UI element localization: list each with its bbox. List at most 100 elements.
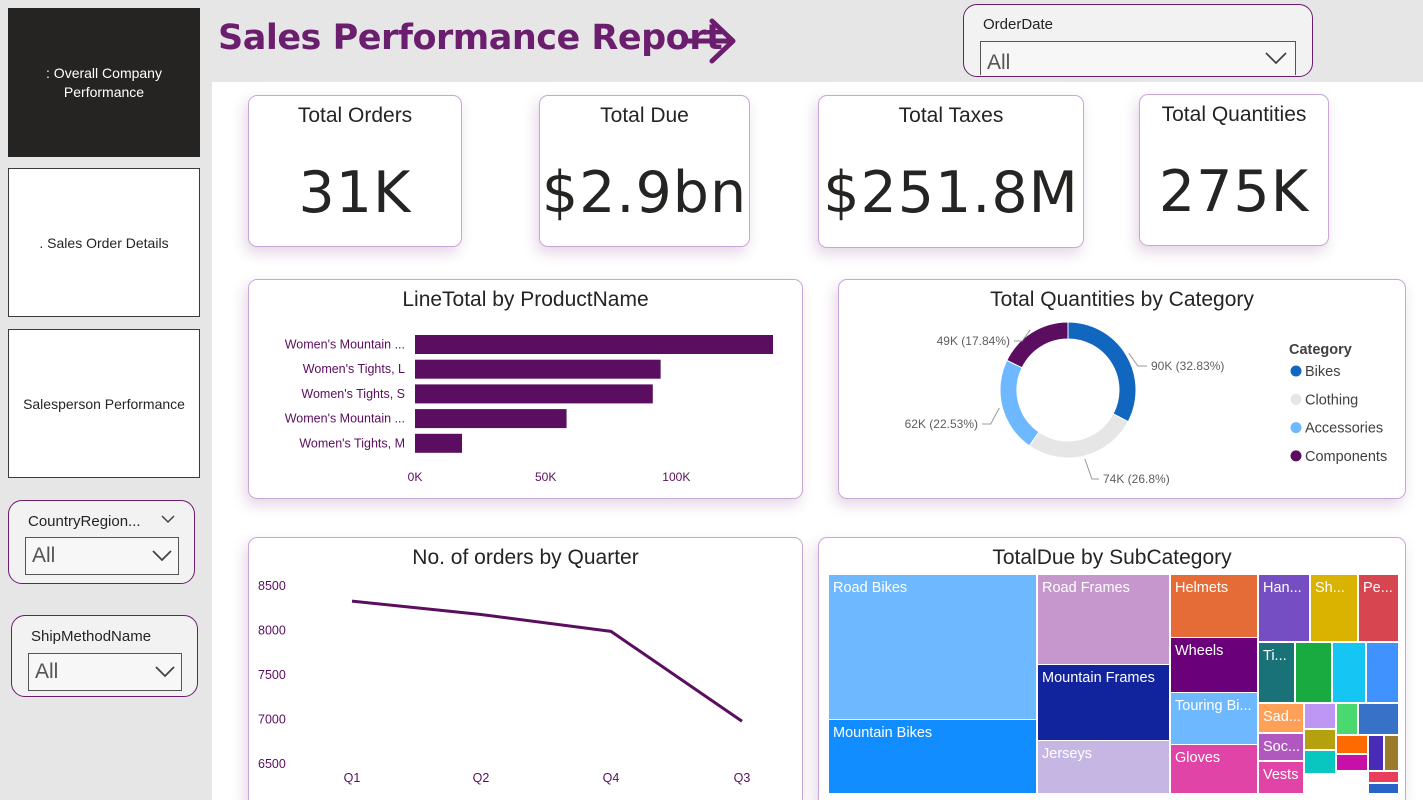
x-tick-label: Q2 — [473, 771, 490, 785]
treemap-cell — [1259, 762, 1303, 793]
bar — [415, 335, 773, 354]
ship-method-value: All — [35, 660, 59, 683]
sidebar: : Overall Company Performance . Sales Or… — [0, 0, 212, 800]
treemap-cell-label: Soc... — [1263, 739, 1300, 755]
treemap-cell-label: Mountain Frames — [1042, 670, 1155, 686]
treemap-cell — [1337, 736, 1367, 753]
country-region-dropdown[interactable]: All — [25, 537, 179, 575]
kpi-value: $251.8M — [823, 160, 1079, 226]
treemap-cell-label: Road Frames — [1042, 580, 1130, 596]
treemap-cell-label: Wheels — [1175, 643, 1223, 659]
treemap-cell — [1171, 693, 1257, 744]
treemap-cell-label: Helmets — [1175, 580, 1228, 596]
treemap-cell — [1259, 704, 1303, 732]
bar — [415, 433, 463, 453]
legend-label: Accessories — [1305, 421, 1383, 437]
y-tick-label: 7500 — [258, 668, 286, 682]
legend-marker — [1290, 365, 1302, 377]
kpi-title: Total Orders — [297, 104, 413, 127]
bar-category-label: Women's Mountain ... — [285, 412, 405, 426]
x-tick-label: 0K — [408, 470, 423, 484]
y-tick-label: 8000 — [258, 624, 286, 638]
bar — [415, 409, 567, 429]
line-chart-plot: 8500 8000 7500 7000 6500 Q1 Q2 Q4 Q3 — [258, 579, 751, 785]
treemap-cell — [829, 720, 1036, 793]
legend-label: Bikes — [1305, 364, 1340, 380]
donut-slice — [999, 359, 1040, 447]
treemap-cell — [1038, 741, 1169, 793]
treemap-cell — [1305, 704, 1335, 728]
kpi-value: 275K — [1158, 159, 1310, 225]
donut-data-label: 62K (22.53%) — [905, 417, 978, 431]
order-date-dropdown[interactable]: All — [980, 41, 1296, 75]
treemap-cell-label: Sad... — [1263, 709, 1301, 725]
treemap-cell-label: Sh... — [1315, 580, 1345, 596]
treemap-cell — [1259, 734, 1303, 760]
treemap-cell-label: Ti... — [1263, 648, 1287, 664]
legend-marker — [1290, 393, 1302, 405]
bar — [415, 384, 653, 404]
treemap-cell-label: Gloves — [1175, 750, 1220, 766]
country-region-slicer: CountryRegion... All — [8, 500, 195, 584]
nav-overall-company-performance[interactable]: : Overall Company Performance — [8, 8, 200, 157]
arrow-right-icon[interactable] — [684, 16, 738, 66]
bar-category-label: Women's Tights, L — [303, 362, 405, 376]
orders-by-quarter-chart: No. of orders by Quarter 8500 8000 7500 700… — [248, 537, 803, 800]
treemap-cell — [1369, 772, 1398, 782]
order-date-title: OrderDate — [983, 16, 1054, 33]
donut-slice — [1028, 413, 1129, 459]
treemap-cell — [1259, 575, 1309, 641]
x-tick-label: 100K — [662, 470, 690, 484]
legend-title: Category — [1289, 342, 1352, 358]
nav-sales-order-details[interactable]: . Sales Order Details — [8, 168, 200, 317]
chevron-down-icon[interactable] — [161, 515, 175, 524]
legend-label: Clothing — [1305, 392, 1358, 408]
treemap-cell — [1337, 704, 1357, 734]
x-tick-label: Q1 — [344, 771, 361, 785]
treemap-cell — [1369, 784, 1398, 793]
nav-label: . Sales Order Details — [39, 234, 169, 251]
treemap-cell — [1333, 643, 1365, 702]
treemap-cell-label: Road Bikes — [833, 580, 907, 596]
treemap-cell — [1038, 575, 1169, 664]
treemap-cell — [1367, 643, 1398, 702]
donut-slice — [1006, 321, 1069, 369]
treemap-cell — [1359, 704, 1398, 734]
treemap-cell — [1305, 730, 1335, 749]
chart-title: No. of orders by Quarter — [412, 546, 639, 569]
treemap-cell — [1311, 575, 1357, 641]
treemap-cell — [1305, 751, 1335, 773]
treemap-cell — [1171, 575, 1257, 637]
x-tick-label: Q3 — [734, 771, 751, 785]
ship-method-dropdown[interactable]: All — [28, 653, 182, 691]
nav-salesperson-performance[interactable]: Salesperson Performance — [8, 329, 200, 478]
treemap-cell — [1171, 638, 1257, 692]
kpi-card-total-orders: Total Orders 31K — [248, 95, 462, 247]
y-tick-label: 8500 — [258, 579, 286, 593]
chevron-down-icon — [155, 666, 175, 678]
kpi-title: Total Due — [600, 104, 689, 127]
bar-chart-plot: Women's Mountain ... Women's Tights, L Wom… — [285, 335, 773, 484]
y-tick-label: 7000 — [258, 713, 286, 727]
page-title: Sales Performance Report — [218, 18, 723, 58]
linetotal-by-product-chart: LineTotal by ProductName Women's Mountai… — [248, 279, 803, 499]
donut-leader-line — [1084, 458, 1099, 480]
chevron-down-icon — [1265, 52, 1287, 65]
order-date-slicer: OrderDate All — [963, 4, 1313, 77]
legend-label: Components — [1305, 449, 1387, 465]
nav-label: Salesperson Performance — [23, 395, 185, 412]
treemap-cell — [1259, 643, 1294, 702]
order-date-value: All — [987, 50, 1011, 74]
treemap-cell-label: Vests — [1263, 767, 1298, 783]
bar — [415, 359, 661, 379]
treemap-cell — [829, 575, 1036, 719]
x-tick-label: Q4 — [603, 771, 620, 785]
donut-leader-line — [1014, 329, 1031, 342]
treemap-cell — [1359, 575, 1398, 641]
donut-slice — [1067, 321, 1137, 423]
series-line — [351, 599, 743, 723]
y-tick-label: 6500 — [258, 757, 286, 771]
legend-marker — [1290, 422, 1302, 434]
nav-label: : Overall Company Performance — [46, 64, 162, 100]
treemap-cell — [1337, 755, 1367, 770]
